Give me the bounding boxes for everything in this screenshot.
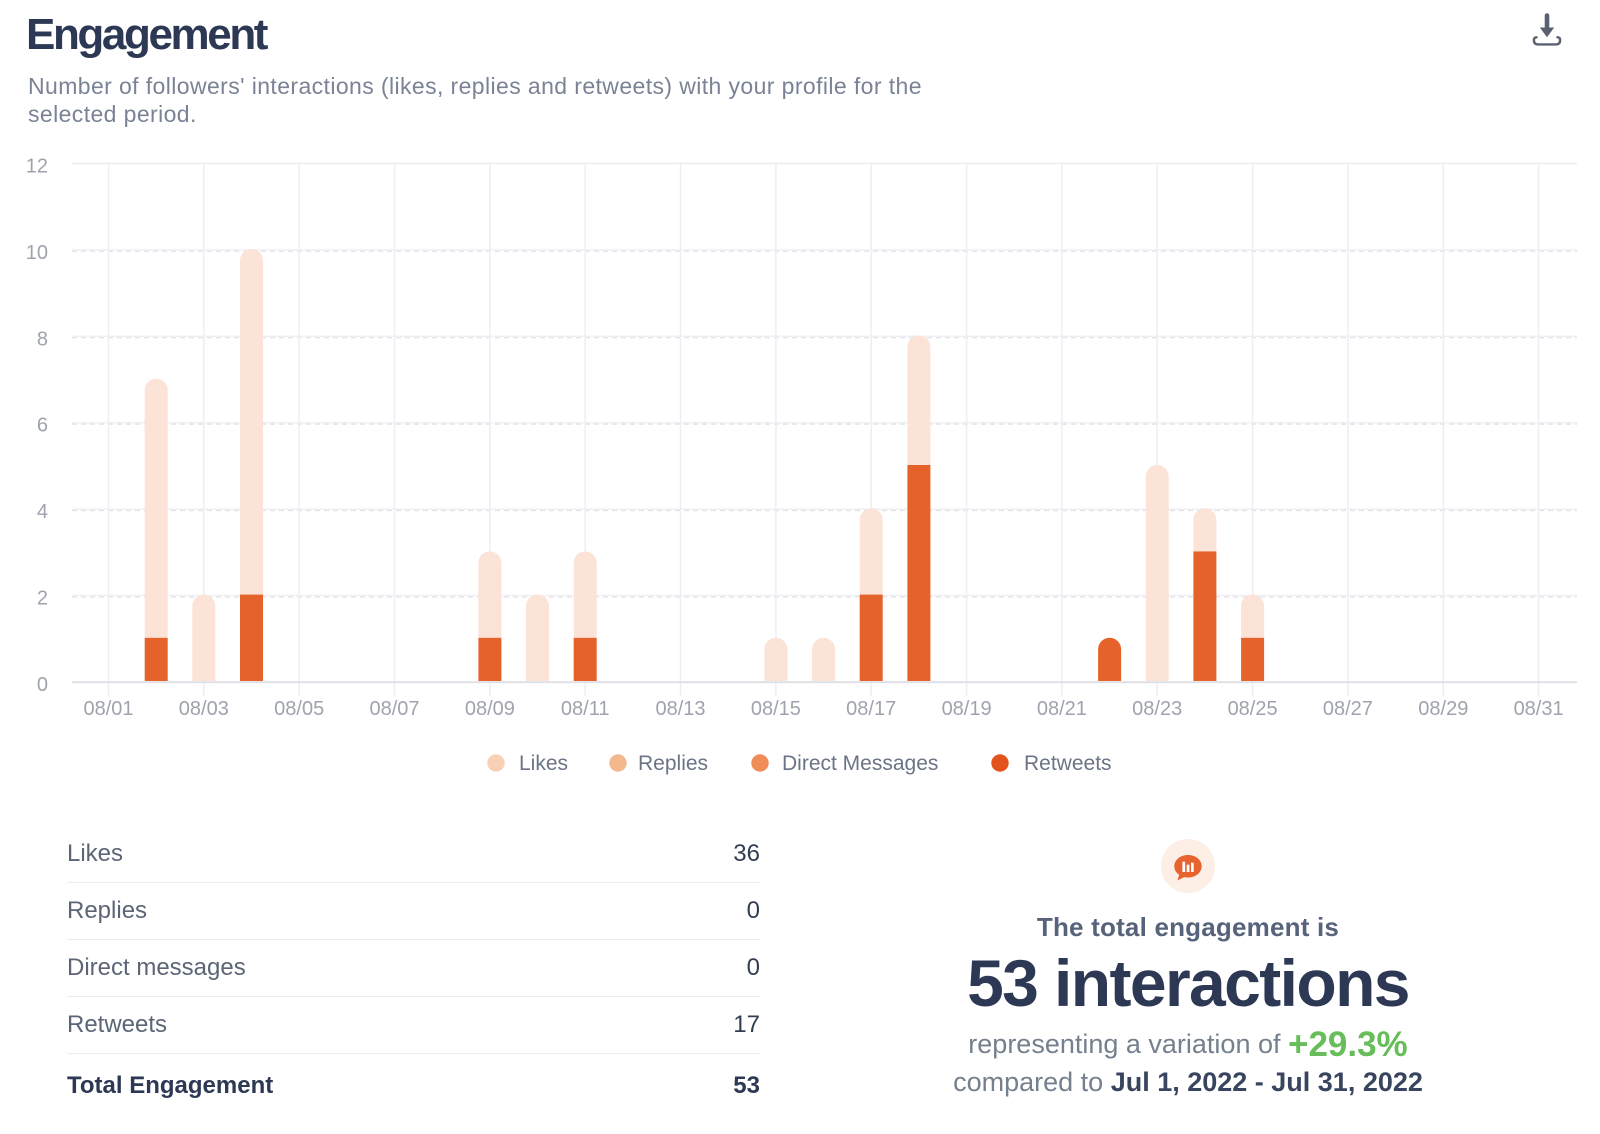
svg-text:08/15: 08/15 [751, 698, 801, 720]
svg-text:08/23: 08/23 [1132, 698, 1182, 720]
svg-text:08/13: 08/13 [655, 698, 705, 720]
svg-text:08/21: 08/21 [1037, 698, 1087, 720]
svg-text:08/01: 08/01 [83, 698, 133, 720]
svg-text:Direct Messages: Direct Messages [782, 752, 938, 775]
svg-text:2: 2 [37, 588, 48, 610]
svg-text:10: 10 [26, 242, 48, 264]
svg-text:08/03: 08/03 [179, 698, 229, 720]
svg-text:08/25: 08/25 [1228, 698, 1278, 720]
svg-text:08/19: 08/19 [942, 698, 992, 720]
svg-text:08/07: 08/07 [369, 698, 419, 720]
svg-text:08/31: 08/31 [1514, 698, 1564, 720]
svg-text:08/11: 08/11 [561, 698, 610, 720]
svg-text:Retweets: Retweets [1024, 752, 1112, 775]
svg-text:Likes: Likes [519, 752, 568, 775]
svg-text:08/05: 08/05 [274, 698, 324, 720]
svg-text:8: 8 [37, 328, 48, 350]
svg-text:08/29: 08/29 [1418, 698, 1468, 720]
svg-text:Replies: Replies [638, 752, 708, 775]
svg-text:08/27: 08/27 [1323, 698, 1373, 720]
svg-text:08/17: 08/17 [846, 698, 896, 720]
svg-text:12: 12 [26, 156, 48, 178]
svg-text:6: 6 [37, 415, 48, 437]
svg-text:08/09: 08/09 [465, 698, 515, 720]
svg-text:0: 0 [37, 674, 48, 696]
svg-text:4: 4 [37, 501, 48, 523]
